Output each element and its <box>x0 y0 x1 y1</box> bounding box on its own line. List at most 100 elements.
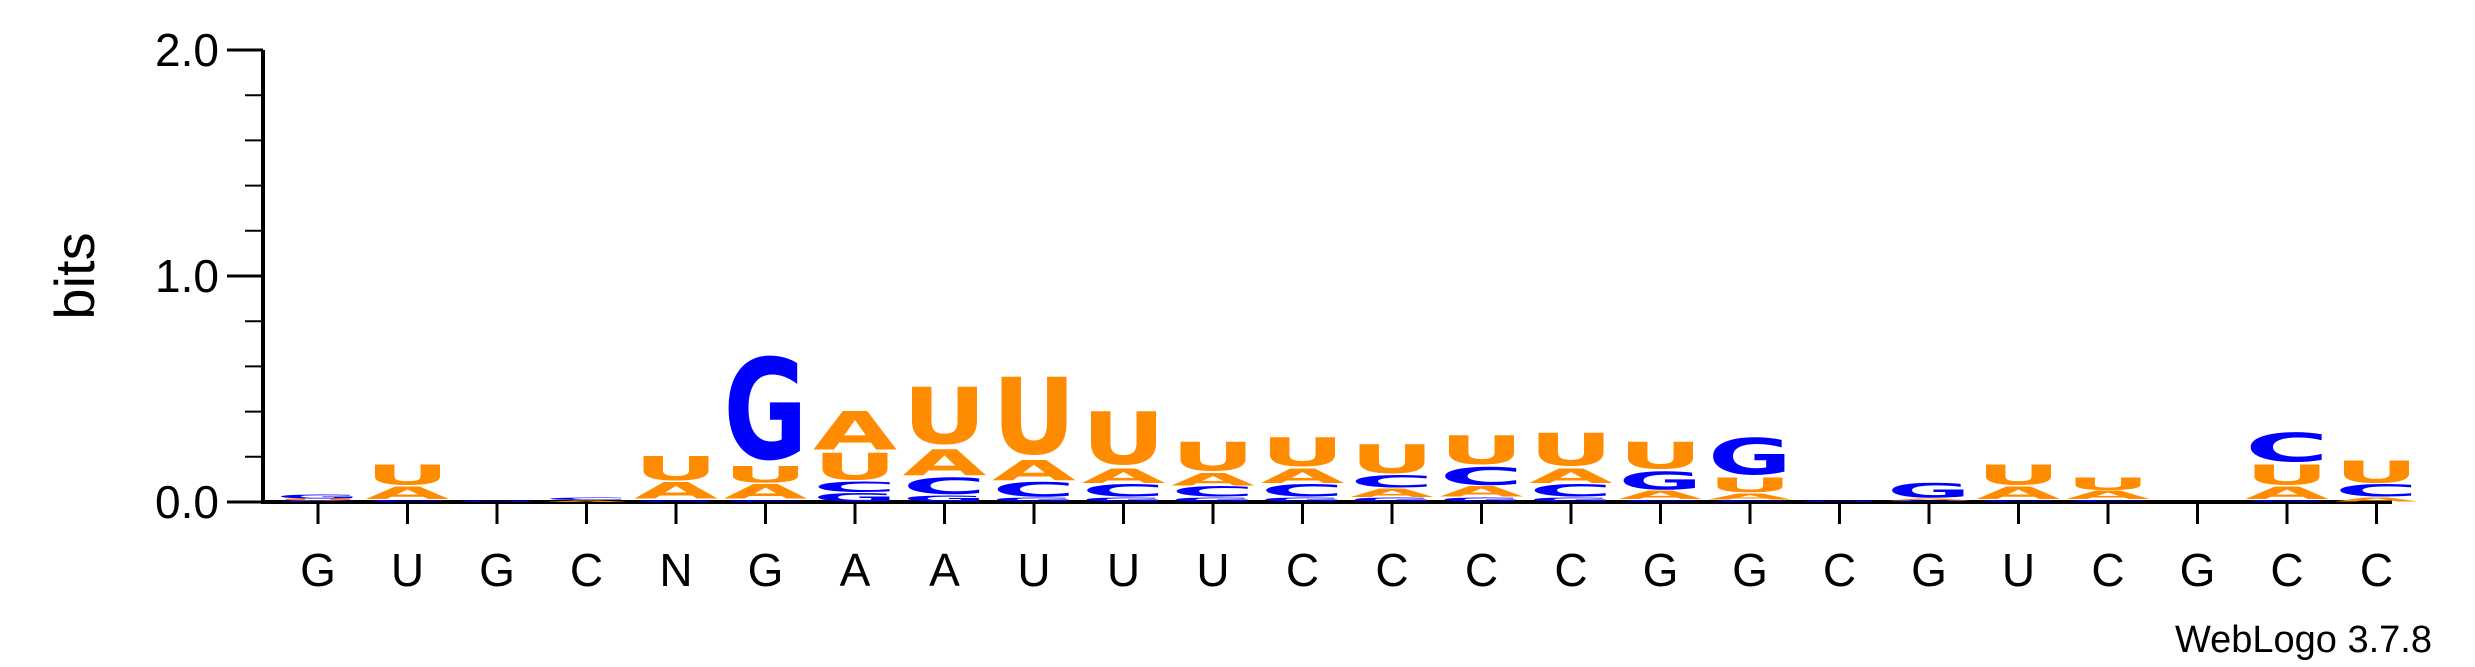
logo-letter-a: A <box>634 478 719 504</box>
logo-letter-c: C <box>366 499 450 502</box>
logo-letter-a: A <box>813 401 897 462</box>
position-label: C <box>1375 544 1408 596</box>
logo-letter-g: G <box>813 491 897 504</box>
logo-letter-g: G <box>1261 497 1345 503</box>
logo-letter-g: G <box>2245 499 2329 502</box>
position-label: G <box>479 544 515 596</box>
logo-letter-u: U <box>724 462 808 488</box>
position-label: C <box>2091 544 2124 596</box>
position-label: C <box>1823 544 1856 596</box>
logo-letter-u: U <box>2335 454 2419 490</box>
logo-letter-u: U <box>992 356 1076 479</box>
logo-letter-c: C <box>1977 499 2061 502</box>
position-label: C <box>1465 544 1498 596</box>
logo-letter-a: A <box>1708 492 1793 502</box>
logo-letter-a: A <box>2066 489 2150 502</box>
logo-letter-c: C <box>1619 499 1703 502</box>
logo-letter-c: C <box>1261 481 1345 500</box>
position-label: C <box>2270 544 2303 596</box>
logo-letter-c: C <box>1529 481 1613 500</box>
logo-letter-c: C <box>903 474 987 500</box>
position-label: G <box>748 544 784 596</box>
position-label: C <box>1554 544 1587 596</box>
logo-letter-c: C <box>545 497 629 501</box>
logo-letter-u: U <box>1619 435 1703 477</box>
position-label: G <box>2180 544 2216 596</box>
logo-letter-a: A <box>1082 465 1166 487</box>
logo-letter-a: A <box>1529 465 1613 487</box>
logo-letter-c: C <box>1887 501 1971 503</box>
position-label: G <box>1911 544 1947 596</box>
logo-letter-u: U <box>1082 398 1166 482</box>
logo-letter-a: A <box>1619 489 1703 502</box>
logo-letter-a: A <box>1887 498 1972 501</box>
logo-letter-g: G <box>276 493 360 499</box>
logo-letter-g: G <box>1798 501 1882 503</box>
position-label: U <box>391 544 424 596</box>
logo-letter-u: U <box>1440 428 1524 473</box>
logo-letter-c: C <box>2335 481 2419 500</box>
logo-letter-c: C <box>1350 472 1434 491</box>
logo-letter-c: C <box>1440 462 1524 491</box>
position-label: N <box>659 544 692 596</box>
weblogo-credit: WebLogo 3.7.8 <box>2175 619 2432 661</box>
logo-letter-g: G <box>1619 466 1703 495</box>
position-label: A <box>929 544 960 596</box>
logo-letter-u: U <box>1350 437 1434 482</box>
logo-letter-g: G <box>1082 497 1166 503</box>
logo-letter-c: C <box>1082 481 1166 500</box>
logo-letter-g: G <box>903 494 987 504</box>
logo-letter-c: C <box>2245 426 2329 471</box>
logo-letter-g: G <box>1171 497 1255 503</box>
position-label: C <box>570 544 603 596</box>
logo-letter-u: U <box>2245 459 2329 491</box>
logo-letter-g: G <box>1529 497 1613 503</box>
logo-letter-c: C <box>2066 499 2150 502</box>
position-label: U <box>1017 544 1050 596</box>
position-label: C <box>2360 544 2393 596</box>
logo-letter-u: U <box>1708 474 1792 497</box>
position-label: U <box>2002 544 2035 596</box>
y-tick-label: 0.0 <box>155 476 219 528</box>
logo-letter-a: A <box>545 500 630 502</box>
position-label: U <box>1196 544 1229 596</box>
logo-letter-g: G <box>1708 428 1792 486</box>
logo-letter-a: A <box>1261 465 1345 487</box>
logo-letter-u: U <box>2066 475 2150 494</box>
logo-letter-u: U <box>366 459 450 491</box>
position-label: U <box>1107 544 1140 596</box>
logo-letter-g: G <box>724 330 808 492</box>
logo-letter-u: U <box>903 371 987 462</box>
logo-letter-u: U <box>276 498 360 501</box>
y-axis: 0.0 1.0 2.0 bits <box>43 24 265 528</box>
logo-letter-u: U <box>1977 459 2061 491</box>
y-tick-label: 2.0 <box>155 24 219 76</box>
logo-letter-a: A <box>1977 484 2061 503</box>
position-label: G <box>300 544 336 596</box>
position-label: G <box>1732 544 1768 596</box>
position-label: G <box>1643 544 1679 596</box>
logo-letter-g: G <box>1887 480 1971 502</box>
logo-letter-u: U <box>634 450 718 489</box>
logo-letter-c: C <box>1708 499 1792 502</box>
position-label: C <box>1286 544 1319 596</box>
position-label: A <box>840 544 871 596</box>
logo-letter-g: G <box>1350 497 1434 503</box>
logo-letter-c: C <box>724 499 808 502</box>
logo-letter-a: A <box>724 481 808 503</box>
logo-letter-a: A <box>2335 497 2420 503</box>
logo-letter-c: C <box>276 501 360 503</box>
logo-letter-u: U <box>1529 424 1613 476</box>
logo-letter-g: G <box>634 499 718 502</box>
logo-letter-a: A <box>1440 484 1524 500</box>
logo-letter-c: C <box>813 479 897 495</box>
logo-letter-a: A <box>2245 484 2329 503</box>
logo-letter-a: A <box>1171 470 1255 489</box>
logo-letter-a: A <box>1350 487 1434 500</box>
logo-letter-g: G <box>992 497 1076 503</box>
logo-letter-a: A <box>366 484 450 503</box>
logo-letter-c: C <box>1171 484 1255 500</box>
